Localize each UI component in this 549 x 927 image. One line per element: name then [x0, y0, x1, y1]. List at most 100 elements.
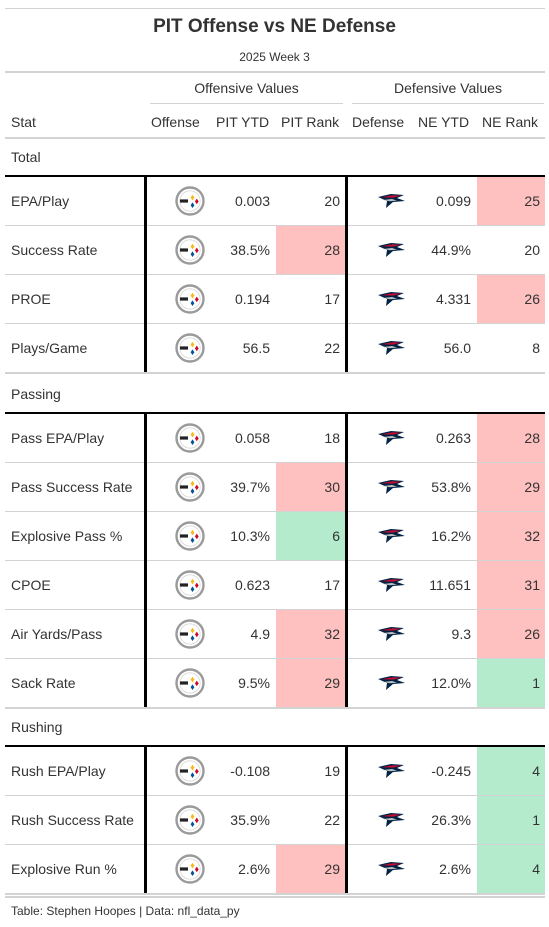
stat-name: Success Rate: [11, 242, 98, 258]
ne-rank-shade: [477, 845, 545, 893]
steelers-logo-icon: [175, 805, 205, 835]
pit-ytd-value: 0.058: [234, 430, 270, 446]
table-row: EPA/Play 0.003 20 0.099 25: [5, 177, 545, 226]
ne-ytd-value: -0.245: [431, 763, 471, 779]
ne-rank-value: 29: [524, 479, 540, 495]
ne-rank-value: 1: [532, 675, 540, 691]
pit-rank-value: 18: [324, 430, 340, 446]
pit-ytd-value: 2.6%: [238, 861, 270, 877]
pit-rank-shade: [276, 659, 345, 707]
offense-divider: [144, 413, 147, 707]
defense-divider: [345, 413, 348, 707]
pit-ytd-value: 0.623: [234, 577, 270, 593]
ne-rank-value: 8: [532, 340, 540, 356]
group-rule: [5, 175, 545, 177]
steelers-logo-icon: [175, 619, 205, 649]
table-row: Rush Success Rate 35.9% 22 26.3% 1: [5, 796, 545, 845]
pit-ytd-value: 39.7%: [230, 479, 270, 495]
pit-rank-shade: [276, 512, 345, 560]
ne-rank-value: 20: [524, 242, 540, 258]
row-separator: [5, 274, 545, 275]
row-separator: [5, 323, 545, 324]
defensive-spanner: Defensive Values: [394, 80, 502, 96]
row-separator: [5, 560, 545, 561]
pit-rank-shade: [276, 463, 345, 511]
defense-divider: [345, 746, 348, 893]
patriots-logo-icon: [377, 527, 407, 545]
steelers-logo-icon: [175, 756, 205, 786]
ne-rank-value: 26: [524, 291, 540, 307]
header-top-rule: [5, 71, 545, 73]
ne-rank-shade: [477, 463, 545, 511]
ne-rank-shade: [477, 414, 545, 462]
ne-ytd-value: 56.0: [443, 340, 471, 356]
pit-rank-value: 6: [332, 528, 340, 544]
column-header-pit-rank: PIT Rank: [281, 114, 340, 130]
top-rule: [5, 8, 545, 9]
column-header-defense: Defense: [352, 114, 405, 130]
ne-ytd-value: 26.3%: [431, 812, 471, 828]
offense-divider: [144, 746, 147, 893]
row-separator: [5, 707, 545, 709]
ne-rank-value: 28: [524, 430, 540, 446]
pit-ytd-value: 56.5: [242, 340, 270, 356]
pit-rank-value: 22: [324, 812, 340, 828]
pit-rank-value: 30: [324, 479, 340, 495]
stat-name: CPOE: [11, 577, 51, 593]
ne-rank-shade: [477, 659, 545, 707]
stat-name: Pass EPA/Play: [11, 430, 105, 446]
stat-name: Rush EPA/Play: [11, 763, 106, 779]
table-row: Success Rate 38.5% 28 44.9% 20: [5, 226, 545, 275]
page-subtitle: 2025 Week 3: [239, 50, 310, 64]
patriots-logo-icon: [377, 478, 407, 496]
column-header-ne-ytd: NE YTD: [418, 114, 470, 130]
stat-name: EPA/Play: [11, 193, 70, 209]
ne-ytd-value: 9.3: [451, 626, 471, 642]
defensive-spanner-rule: [352, 103, 544, 104]
pit-ytd-value: 35.9%: [230, 812, 270, 828]
pit-ytd-value: 9.5%: [238, 675, 270, 691]
steelers-logo-icon: [175, 423, 205, 453]
row-separator: [5, 893, 545, 895]
steelers-logo-icon: [175, 570, 205, 600]
pit-rank-value: 28: [324, 242, 340, 258]
ne-ytd-value: 16.2%: [431, 528, 471, 544]
pit-ytd-value: 0.003: [234, 193, 270, 209]
page-title: PIT Offense vs NE Defense: [153, 16, 396, 37]
pit-ytd-value: 0.194: [234, 291, 270, 307]
defense-divider: [345, 176, 348, 372]
source-note: Table: Stephen Hoopes | Data: nfl_data_p…: [11, 904, 240, 918]
patriots-logo-icon: [377, 339, 407, 357]
ne-ytd-value: 0.263: [435, 430, 471, 446]
offensive-spanner-rule: [150, 103, 343, 104]
ne-ytd-value: 11.651: [429, 577, 471, 593]
offense-divider: [144, 176, 147, 372]
group-rule: [5, 412, 545, 414]
pit-ytd-value: 4.9: [250, 626, 270, 642]
patriots-logo-icon: [377, 625, 407, 643]
pit-ytd-value: 38.5%: [230, 242, 270, 258]
stat-name: Rush Success Rate: [11, 812, 134, 828]
patriots-logo-icon: [377, 811, 407, 829]
pit-ytd-value: -0.108: [230, 763, 270, 779]
stat-name: PROE: [11, 291, 51, 307]
stat-name: Pass Success Rate: [11, 479, 133, 495]
column-header-bottom-rule: [5, 137, 545, 139]
patriots-logo-icon: [377, 860, 407, 878]
table-row: Explosive Pass % 10.3% 6 16.2% 32: [5, 512, 545, 561]
ne-rank-shade: [477, 561, 545, 609]
pit-rank-shade: [276, 226, 345, 274]
ne-ytd-value: 4.331: [435, 291, 471, 307]
pit-rank-value: 32: [324, 626, 340, 642]
pit-rank-value: 29: [324, 861, 340, 877]
pit-rank-value: 17: [324, 291, 340, 307]
table-row: Air Yards/Pass 4.9 32 9.3 26: [5, 610, 545, 659]
row-group-label: Total: [11, 149, 41, 165]
offensive-spanner: Offensive Values: [194, 80, 299, 96]
patriots-logo-icon: [377, 762, 407, 780]
patriots-logo-icon: [377, 429, 407, 447]
ne-rank-shade: [477, 747, 545, 795]
stat-name: Air Yards/Pass: [11, 626, 103, 642]
ne-ytd-value: 53.8%: [431, 479, 471, 495]
column-header-stat: Stat: [11, 114, 36, 130]
